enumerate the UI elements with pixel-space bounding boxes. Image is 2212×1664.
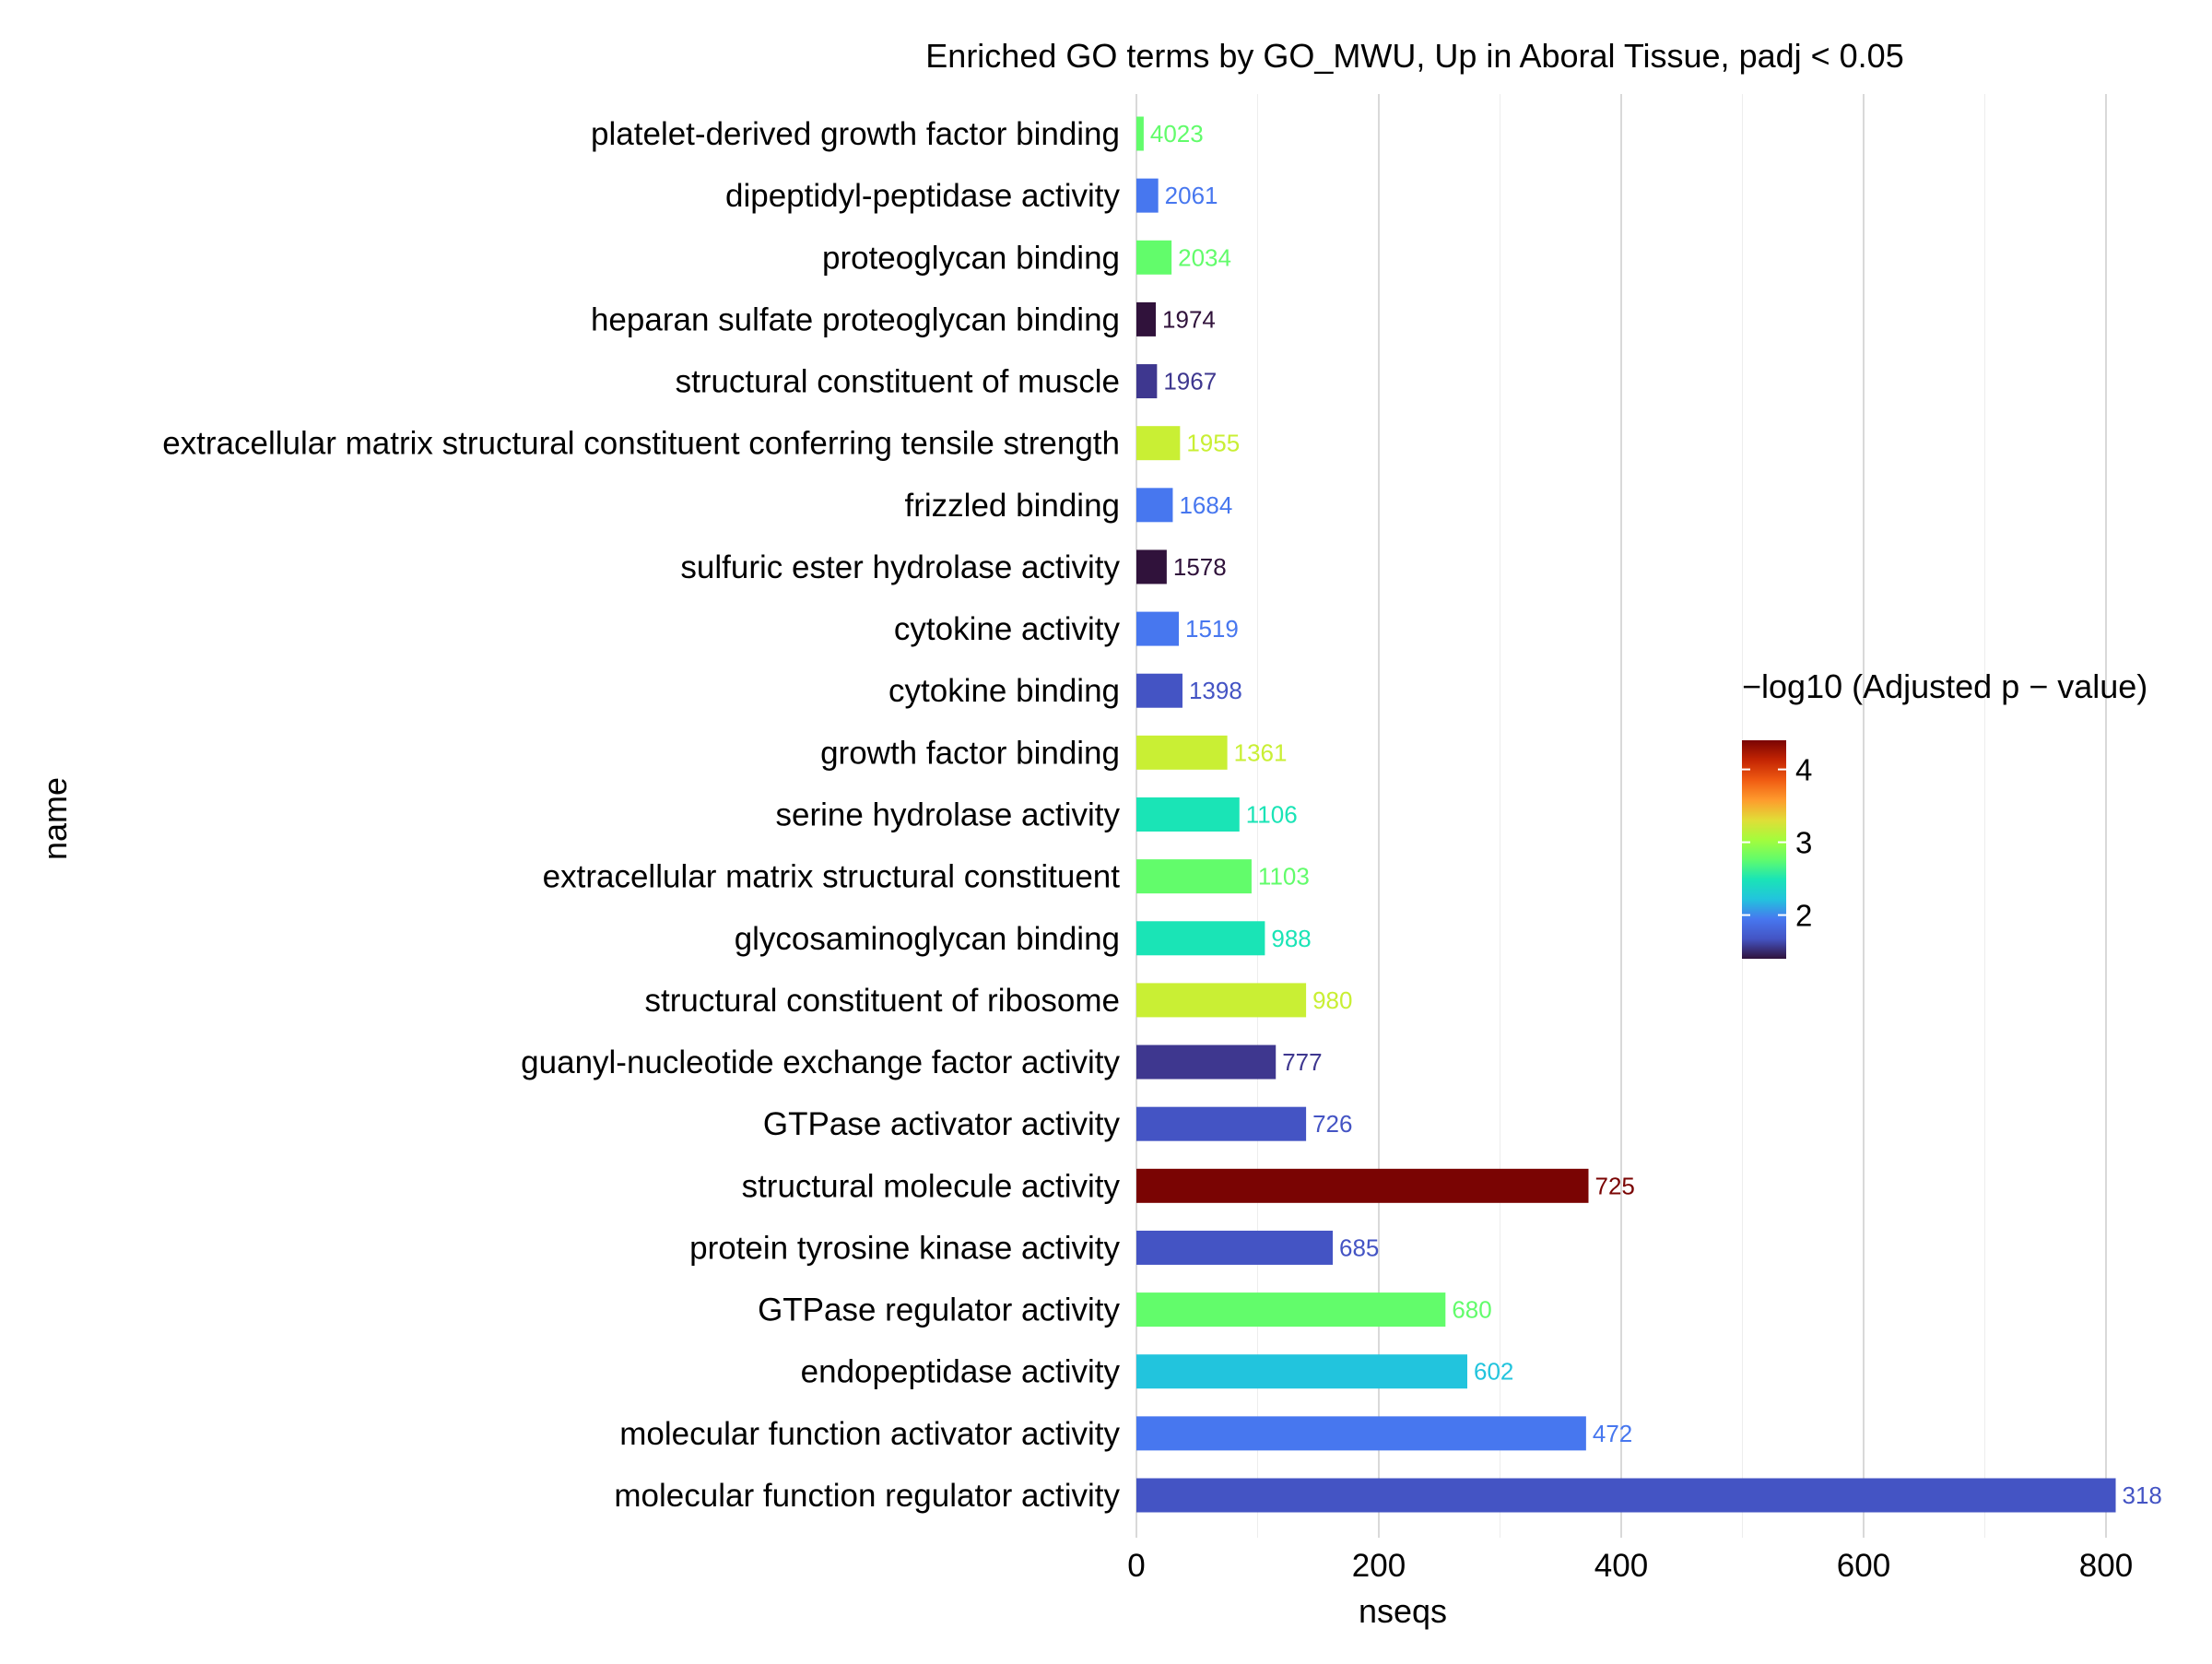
bar [1136, 735, 1228, 770]
bar [1136, 178, 1159, 213]
bar-value-label: 4023 [1150, 120, 1204, 148]
x-tick-labels: 0 200 400 600 800 [1127, 1548, 2133, 1584]
y-tick-label: guanyl-nucleotide exchange factor activi… [521, 1044, 1120, 1080]
bar [1136, 364, 1158, 399]
bar [1136, 301, 1157, 336]
bar-value-label: 1106 [1246, 801, 1298, 829]
y-tick-label: cytokine activity [894, 611, 1121, 647]
bar-value-label: 685 [1339, 1233, 1379, 1261]
y-tick-label: heparan sulfate proteoglycan binding [591, 301, 1120, 337]
bar-value-label: 1519 [1185, 615, 1239, 643]
y-tick-label: GTPase regulator activity [758, 1292, 1120, 1328]
legend-title: −log10 (Adjusted p − value) [1742, 667, 2147, 705]
bar-value-label: 1398 [1189, 677, 1242, 704]
bar-value-label: 1955 [1186, 430, 1240, 457]
y-tick-label: extracellular matrix structural constitu… [162, 426, 1120, 462]
bar-value-label: 725 [1594, 1172, 1634, 1199]
bar [1136, 1416, 1586, 1451]
bar [1136, 426, 1181, 461]
bar-value-label: 726 [1312, 1110, 1352, 1138]
y-axis-label: name [36, 777, 74, 860]
bar-value-label: 2034 [1178, 243, 1231, 271]
bar-value-label: 988 [1271, 925, 1311, 952]
bar-value-label: 980 [1312, 986, 1352, 1014]
bar [1136, 240, 1172, 275]
y-tick-label: GTPase activator activity [763, 1106, 1121, 1142]
bar [1136, 116, 1144, 151]
y-tick-label: serine hydrolase activity [776, 797, 1121, 833]
bars: 4023 2061 2034 1974 1967 1955 1684 1578 1519 1398… [1136, 116, 2162, 1513]
bar [1136, 1230, 1334, 1265]
legend-colorbar [1742, 740, 1786, 959]
legend-tick-label: 4 [1795, 753, 1812, 787]
bar [1136, 673, 1182, 708]
y-tick-labels: platelet-derived growth factor binding di… [162, 116, 1120, 1514]
bar-value-label: 1103 [1258, 863, 1310, 891]
bar [1136, 1292, 1446, 1328]
bar [1136, 611, 1180, 646]
bar-value-label: 1361 [1234, 738, 1288, 766]
bar-value-label: 472 [1593, 1420, 1632, 1447]
bar-value-label: 1684 [1179, 491, 1232, 519]
x-tick-label: 600 [1837, 1548, 1890, 1584]
bar [1136, 488, 1173, 523]
y-tick-label: proteoglycan binding [822, 240, 1120, 276]
bar [1136, 1044, 1277, 1080]
y-tick-label: extracellular matrix structural constitu… [543, 859, 1121, 895]
bar [1136, 983, 1307, 1018]
bar-value-label: 2061 [1165, 182, 1218, 209]
legend: −log10 (Adjusted p − value) 2 3 4 [1742, 667, 2147, 959]
y-tick-label: protein tyrosine kinase activity [689, 1230, 1120, 1266]
y-tick-label: structural constituent of ribosome [644, 983, 1120, 1019]
y-tick-label: molecular function regulator activity [614, 1478, 1120, 1514]
y-tick-label: cytokine binding [888, 673, 1120, 709]
bar [1136, 921, 1265, 956]
bar-value-label: 1578 [1173, 553, 1227, 581]
y-tick-label: structural constituent of muscle [676, 364, 1120, 400]
x-tick-label: 800 [2079, 1548, 2133, 1584]
y-tick-label: glycosaminoglycan binding [735, 921, 1120, 957]
bar-value-label: 680 [1452, 1296, 1491, 1324]
bar-value-label: 777 [1282, 1048, 1322, 1076]
y-tick-label: endopeptidase activity [801, 1354, 1121, 1390]
y-tick-label: structural molecule activity [742, 1168, 1121, 1204]
x-axis-label: nseqs [1359, 1592, 1447, 1630]
x-tick-label: 200 [1352, 1548, 1406, 1584]
bar [1136, 797, 1240, 832]
legend-tick-label: 3 [1795, 826, 1812, 860]
y-tick-label: molecular function activator activity [619, 1416, 1120, 1452]
bar [1136, 859, 1252, 894]
chart-title: Enriched GO terms by GO_MWU, Up in Abora… [925, 37, 1903, 75]
bar [1136, 1168, 1589, 1203]
bar-value-label: 1974 [1162, 305, 1216, 333]
bar-value-label: 318 [2123, 1481, 2162, 1509]
bar [1136, 1106, 1307, 1141]
bar-value-label: 602 [1474, 1358, 1513, 1386]
x-tick-label: 400 [1594, 1548, 1648, 1584]
legend-tick-label: 2 [1795, 899, 1812, 933]
bar [1136, 1478, 2116, 1513]
bar-value-label: 1967 [1163, 368, 1217, 395]
x-tick-label: 0 [1127, 1548, 1145, 1584]
y-tick-label: growth factor binding [820, 735, 1120, 771]
y-tick-label: platelet-derived growth factor binding [591, 116, 1120, 152]
bar [1136, 549, 1167, 584]
y-tick-label: frizzled binding [905, 488, 1120, 524]
y-tick-label: dipeptidyl-peptidase activity [725, 178, 1121, 214]
y-tick-label: sulfuric ester hydrolase activity [680, 549, 1120, 585]
bar [1136, 1354, 1467, 1389]
